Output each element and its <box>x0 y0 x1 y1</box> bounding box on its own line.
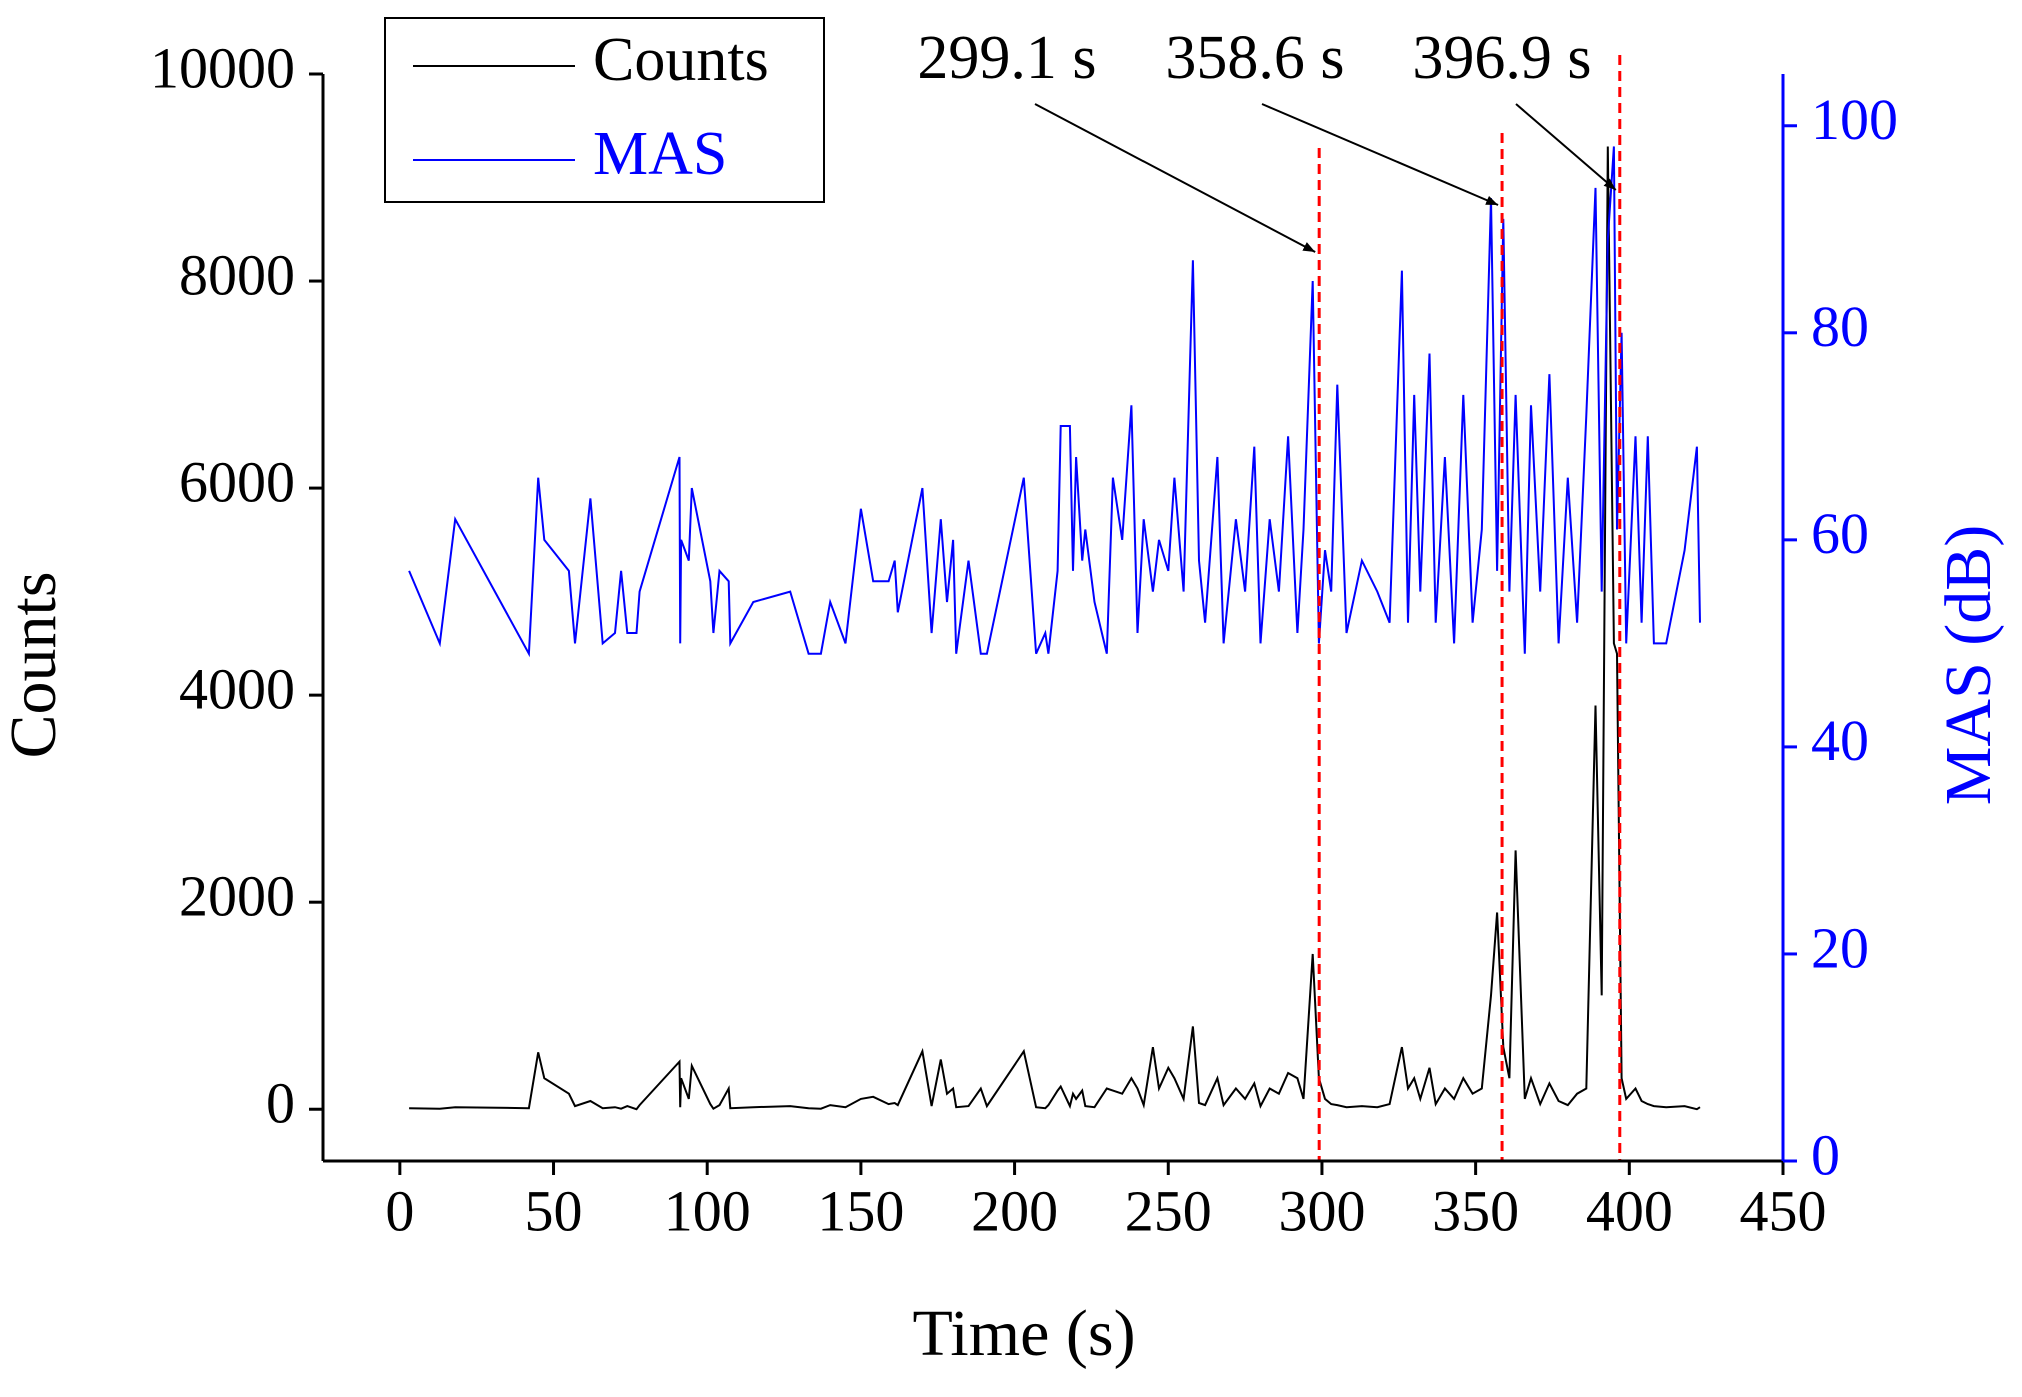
x-tick-label: 250 <box>1125 1178 1212 1243</box>
x-tick-label: 400 <box>1586 1178 1673 1243</box>
y-tick-label: 0 <box>266 1071 295 1136</box>
y2-tick-label: 80 <box>1811 294 1869 359</box>
y2-tick-label: 40 <box>1811 708 1869 773</box>
y-tick-label: 2000 <box>179 864 295 929</box>
x-tick-label: 350 <box>1432 1178 1519 1243</box>
x-tick-label: 100 <box>664 1178 751 1243</box>
annotation-label: 396.9 s <box>1412 24 1591 92</box>
data-line <box>408 146 1701 658</box>
legend-label: MAS <box>593 120 727 188</box>
x-tick-label: 200 <box>971 1178 1058 1243</box>
x-tick-label: 150 <box>817 1178 904 1243</box>
y-axis-title: Counts <box>0 571 70 758</box>
x-tick-label: 0 <box>385 1178 414 1243</box>
x-tick-label: 300 <box>1278 1178 1365 1243</box>
y-tick-label: 10000 <box>150 35 295 100</box>
annotation-arrow <box>1515 103 1617 191</box>
y2-tick-label: 20 <box>1811 915 1869 980</box>
annotation-label: 358.6 s <box>1165 24 1344 92</box>
annotation-arrow <box>1261 103 1499 206</box>
annotation-arrow <box>1034 103 1316 253</box>
x-axis-title: Time (s) <box>912 1297 1135 1370</box>
y-tick-label: 4000 <box>179 656 295 721</box>
y2-axis-title: MAS (dB) <box>1932 525 2005 806</box>
y-tick-label: 8000 <box>179 242 295 307</box>
annotation-label: 299.1 s <box>917 24 1096 92</box>
x-tick-label: 50 <box>525 1178 583 1243</box>
data-line <box>409 146 1701 1111</box>
x-tick-label: 450 <box>1740 1178 1827 1243</box>
y2-tick-label: 100 <box>1811 87 1898 152</box>
y2-tick-label: 0 <box>1811 1122 1840 1187</box>
legend-box <box>384 17 825 203</box>
legend-label: Counts <box>593 26 769 94</box>
y2-tick-label: 60 <box>1811 501 1869 566</box>
y-tick-label: 6000 <box>179 449 295 514</box>
